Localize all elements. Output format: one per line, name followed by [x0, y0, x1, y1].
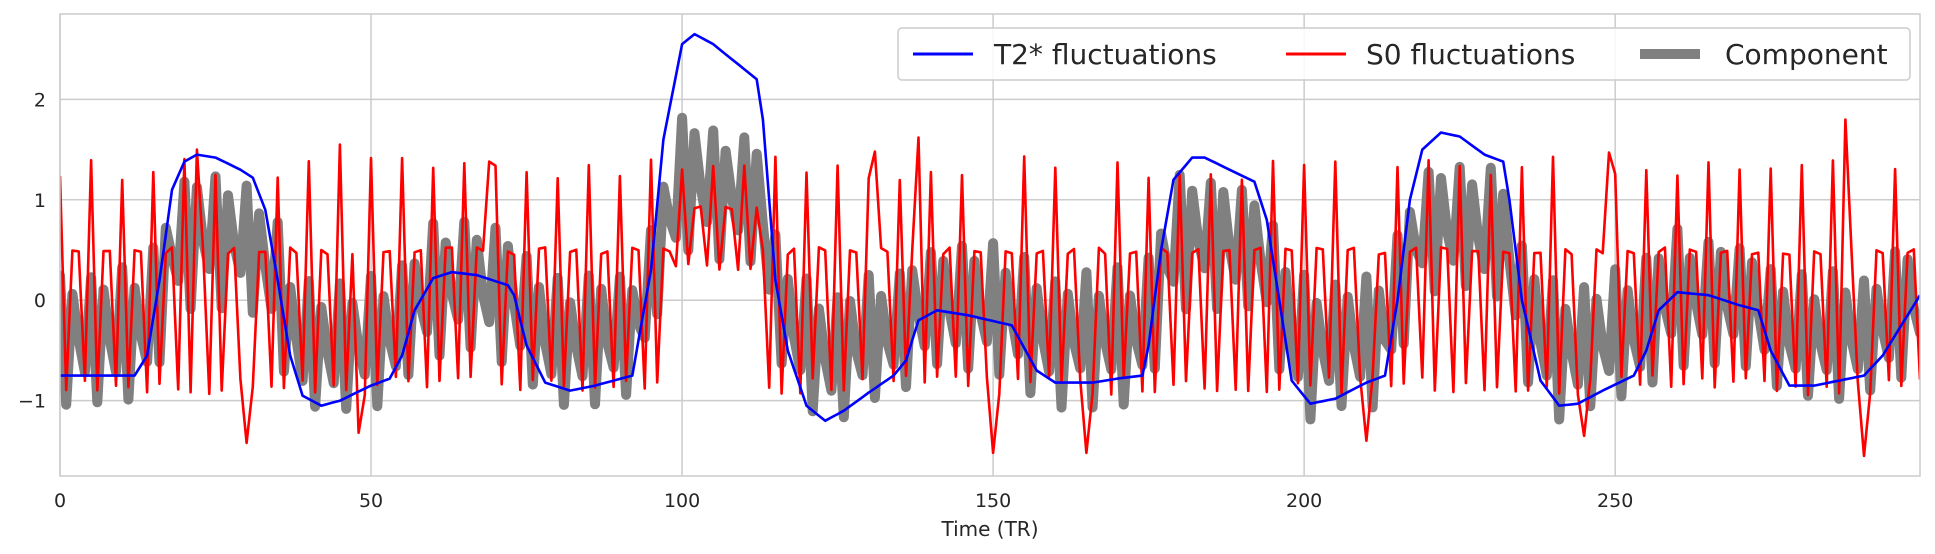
plot-frame — [59, 13, 1921, 477]
x-tick-label: 250 — [1597, 490, 1633, 512]
y-tick-label: −1 — [18, 391, 46, 413]
legend-label-component: Component — [1725, 38, 1888, 71]
x-tick-label: 150 — [975, 490, 1011, 512]
legend-label-t2: T2* fluctuations — [993, 38, 1217, 71]
x-tick-label: 0 — [54, 490, 66, 512]
y-tick-label: 2 — [34, 89, 46, 111]
x-tick-label: 200 — [1286, 490, 1322, 512]
plot-area — [60, 32, 1920, 458]
legend-label-s0: S0 fluctuations — [1366, 38, 1575, 71]
y-tick-label: 0 — [34, 290, 46, 312]
y-tick-label: 1 — [34, 190, 46, 212]
series-component — [60, 112, 1920, 425]
x-tick-labels: 0 50 100 150 200 250 — [54, 490, 1633, 512]
legend-box — [897, 27, 1911, 81]
y-tick-labels: −1 0 1 2 — [18, 89, 46, 412]
x-axis-label: Time (TR) — [940, 517, 1038, 541]
series-s0 — [60, 118, 1920, 458]
x-tick-label: 50 — [359, 490, 383, 512]
series-t2 — [60, 32, 1920, 423]
x-tick-label: 100 — [664, 490, 700, 512]
legend: T2* fluctuations S0 fluctuations Compone… — [897, 27, 1911, 81]
